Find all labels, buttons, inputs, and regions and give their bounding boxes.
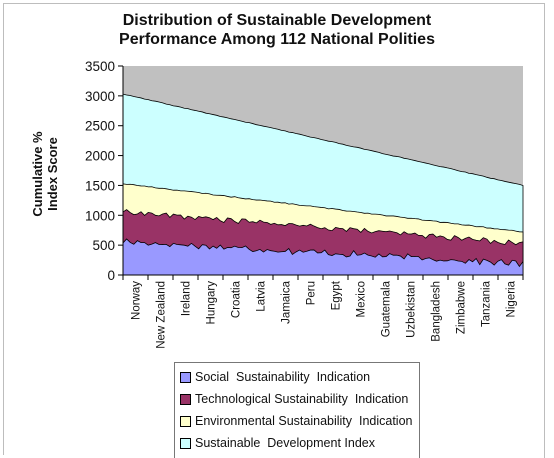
x-tick-label: Bangladesh	[431, 281, 443, 342]
x-tick-label: Egypt	[331, 280, 343, 310]
legend: Social Sustainability Indication Technol…	[174, 362, 420, 458]
x-tick-label: Peru	[306, 281, 318, 305]
legend-item-technological: Technological Sustainability Indication	[180, 390, 408, 408]
y-tick-label: 3500	[85, 59, 115, 74]
legend-label-sdi: Sustainable Development Index	[195, 436, 375, 450]
x-tick-label: Mexico	[356, 281, 368, 317]
chart-title-line-1: Distribution of Sustainable Development	[122, 12, 432, 29]
y-tick-label: 2000	[85, 149, 115, 164]
x-tick-label: Uzbekistan	[406, 281, 418, 338]
y-tick-label: 2500	[85, 119, 115, 134]
x-tick-label: Zimbabwe	[456, 281, 468, 334]
x-tick-label: New Zealand	[156, 281, 168, 349]
y-tick-label: 0	[107, 268, 115, 283]
legend-swatch-sdi	[180, 437, 191, 449]
chart-frame-right	[544, 3, 545, 458]
legend-swatch-environmental	[180, 415, 191, 427]
y-tick-label: 1000	[85, 208, 115, 223]
legend-item-social: Social Sustainability Indication	[180, 368, 370, 386]
y-tick-label: 3000	[85, 89, 115, 104]
legend-label-environmental: Environmental Sustainability Indication	[195, 414, 413, 428]
area-social	[122, 238, 524, 276]
x-tick-label: Hungary	[206, 281, 218, 325]
legend-swatch-technological	[180, 393, 191, 405]
x-tick-label: Latvia	[256, 280, 268, 311]
x-tick-label: Nigeria	[506, 280, 518, 317]
legend-swatch-social	[180, 371, 191, 383]
y-tick-label: 500	[92, 238, 115, 253]
x-tick-label: Jamaica	[281, 280, 293, 323]
y-tick-label: 1500	[85, 178, 115, 193]
legend-item-environmental: Environmental Sustainability Indication	[180, 412, 412, 430]
x-tick-label: Croatia	[231, 280, 243, 318]
x-tick-label: Guatemala	[381, 280, 393, 337]
chart-title-line-2: Performance Among 112 National Polities	[119, 31, 435, 48]
x-tick-label: Ireland	[181, 281, 193, 316]
legend-label-social: Social Sustainability Indication	[195, 370, 371, 384]
x-tick-label: Norway	[131, 281, 143, 320]
legend-label-technological: Technological Sustainability Indication	[195, 392, 409, 406]
x-tick-label: Tanzania	[481, 280, 493, 327]
legend-item-sdi: Sustainable Development Index	[180, 434, 375, 452]
